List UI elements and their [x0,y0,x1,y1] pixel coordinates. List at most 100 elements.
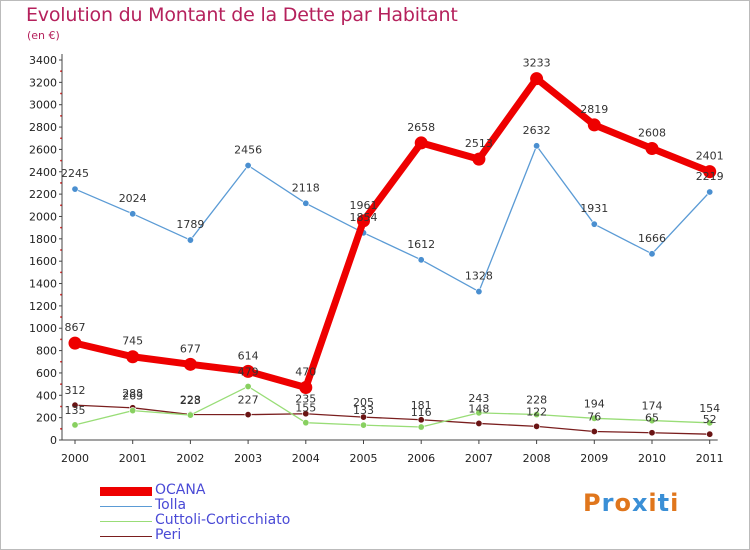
y-tick-label: 400 [36,389,57,402]
data-label: 2632 [523,124,551,137]
data-label: 479 [238,365,259,378]
data-label: 227 [238,394,259,407]
data-point [475,288,483,296]
y-tick-label: 2800 [29,121,57,134]
legend-swatch [100,505,152,508]
data-point [183,357,197,371]
y-tick-label: 2400 [29,166,57,179]
y-tick-label: 1800 [29,233,57,246]
data-label: 1931 [580,202,608,215]
data-label: 2819 [580,103,608,116]
data-label: 205 [353,396,374,409]
data-label: 2658 [407,121,435,134]
y-minor-tick [60,271,62,274]
data-label: 65 [645,412,659,425]
x-tick-label: 2001 [119,452,147,465]
data-point [129,407,137,415]
x-tick-label: 2002 [176,452,204,465]
data-point [590,220,598,228]
data-point [417,423,425,431]
data-label: 2245 [61,167,89,180]
y-minor-tick [60,226,62,229]
series-tolla [71,142,714,296]
legend-swatch [100,535,152,538]
data-point [302,419,310,427]
data-point [244,162,252,170]
data-label: 2513 [465,137,493,150]
series-line [74,404,710,435]
data-point [359,413,367,421]
data-label: 174 [642,400,663,413]
data-point [706,188,714,196]
data-label: 1328 [465,270,493,283]
data-label: 52 [703,413,717,426]
x-tick-label: 2005 [350,452,378,465]
y-tick-label: 200 [36,412,57,425]
data-point [703,165,717,179]
y-tick-label: 2000 [29,210,57,223]
legend-label: Tolla [155,497,187,513]
data-point [244,411,252,419]
data-label: 2608 [638,127,666,140]
x-tick-label: 2009 [580,452,608,465]
logo-letter: t [657,489,671,517]
legend-label: Peri [155,527,182,543]
data-label: 312 [65,384,86,397]
legend-swatch [100,487,152,496]
y-minor-tick [60,293,62,296]
data-label: 135 [65,404,86,417]
y-tick-label: 1000 [29,322,57,335]
data-point [590,414,598,422]
data-label: 288 [122,387,143,400]
x-tick-label: 2008 [523,452,551,465]
data-point [533,142,541,150]
y-minor-tick [60,114,62,117]
data-point [706,430,714,438]
data-label: 1789 [176,218,204,231]
y-minor-tick [60,137,62,140]
data-label: 133 [353,404,374,417]
data-point [71,421,79,429]
series-line [74,385,710,428]
data-point [648,429,656,437]
legend-swatch [100,520,152,523]
y-minor-tick [60,427,62,430]
data-point [648,417,656,425]
y-tick-label: 2600 [29,143,57,156]
y-minor-tick [60,70,62,73]
y-minor-tick [60,405,62,408]
data-point [645,142,659,156]
data-point [186,411,194,419]
x-tick-label: 2010 [638,452,666,465]
chart-series [68,72,717,438]
data-label: 1666 [638,232,666,245]
data-label: 867 [65,321,86,334]
x-tick-label: 2011 [696,452,724,465]
y-tick-label: 600 [36,367,57,380]
data-label: 116 [411,406,432,419]
y-tick-label: 1400 [29,278,57,291]
data-point [71,185,79,193]
y-tick-label: 3200 [29,76,57,89]
data-point [533,411,541,419]
y-minor-tick [60,383,62,386]
data-point [186,236,194,244]
data-label: 181 [411,399,432,412]
y-minor-tick [60,316,62,318]
data-label: 148 [468,402,489,415]
data-label: 154 [699,402,720,415]
data-point [417,256,425,264]
data-point [68,336,82,350]
series-cuttoli-corticchiato [71,382,714,431]
y-tick-label: 1600 [29,255,57,268]
logo-letter: P [583,489,602,517]
series-line [74,145,711,293]
y-minor-tick [60,182,62,184]
data-point [533,422,541,430]
y-minor-tick [60,159,62,162]
logo-letter: i [670,489,680,517]
series-line [74,75,712,391]
x-tick-label: 2003 [234,452,262,465]
data-label: 470 [295,365,316,378]
